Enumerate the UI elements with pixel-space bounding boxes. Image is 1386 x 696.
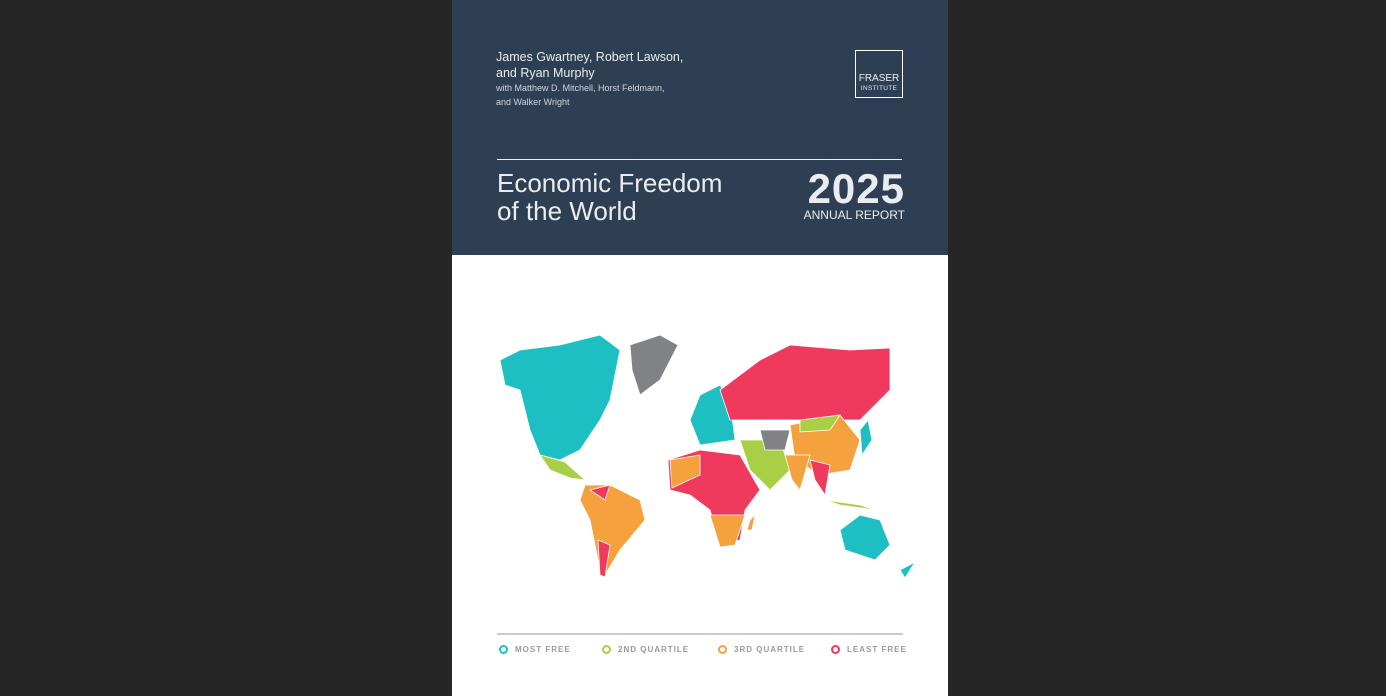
legend-swatch xyxy=(831,645,840,654)
logo-text: INSTITUTE xyxy=(860,85,898,92)
legend-label: MOST FREE xyxy=(515,645,571,654)
legend-label: 2ND QUARTILE xyxy=(618,645,690,654)
logo-text: FRASER xyxy=(858,73,900,84)
author-line: James Gwartney, Robert Lawson, xyxy=(496,50,684,64)
legend-label: 3RD QUARTILE xyxy=(734,645,806,654)
legend-swatch xyxy=(718,645,727,654)
cover-header: James Gwartney, Robert Lawson, and Ryan … xyxy=(452,0,948,255)
cover-page: James Gwartney, Robert Lawson, and Ryan … xyxy=(452,0,948,696)
author-line: and Ryan Murphy xyxy=(496,66,595,80)
world-map xyxy=(497,334,917,635)
contributor-line: with Matthew D. Mitchell, Horst Feldmann… xyxy=(496,83,665,93)
legend-item: LEAST FREE xyxy=(831,645,907,654)
title-line: of the World xyxy=(497,196,637,226)
legend-item: 3RD QUARTILE xyxy=(718,645,805,654)
subtitle: ANNUAL REPORT xyxy=(803,208,905,222)
contributor-line: and Walker Wright xyxy=(496,97,570,107)
title-line: Economic Freedom xyxy=(497,168,723,198)
legend-item: MOST FREE xyxy=(499,645,571,654)
rule xyxy=(497,159,902,160)
legend-item: 2ND QUARTILE xyxy=(602,645,689,654)
legend-label: LEAST FREE xyxy=(847,645,907,654)
year: 2025 xyxy=(807,165,905,212)
legend-swatch xyxy=(499,645,508,654)
legend-swatch xyxy=(602,645,611,654)
logo: FRASER INSTITUTE xyxy=(855,50,903,98)
